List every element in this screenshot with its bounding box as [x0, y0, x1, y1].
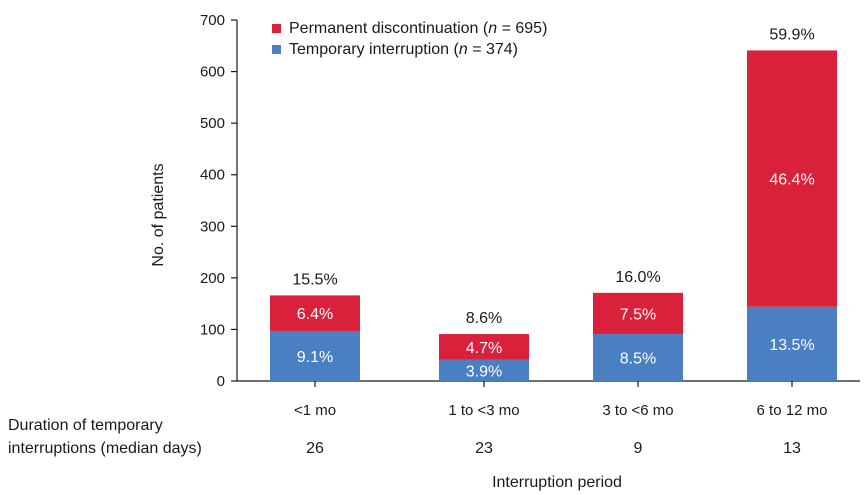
duration-value: 26	[306, 440, 324, 457]
permanent-segment-label: 4.7%	[466, 340, 502, 357]
temporary-segment-label: 9.1%	[297, 349, 333, 366]
legend-swatch	[272, 45, 281, 54]
bar-total-label: 8.6%	[466, 310, 502, 327]
x-axis-title: Interruption period	[492, 474, 622, 491]
y-tick-label: 700	[200, 12, 225, 29]
y-tick-label: 200	[200, 270, 225, 287]
y-tick-label: 400	[200, 167, 225, 184]
legend-entry: Temporary interruption (n = 374)	[289, 41, 518, 58]
legend-swatch	[272, 24, 281, 33]
duration-value: 13	[783, 440, 801, 457]
temporary-bar-segment	[747, 306, 837, 381]
x-category-label: <1 mo	[294, 402, 336, 419]
y-tick-label: 500	[200, 115, 225, 132]
duration-value: 9	[634, 440, 643, 457]
permanent-segment-label: 46.4%	[769, 172, 814, 189]
duration-values: 26 23 9 13	[306, 440, 801, 457]
bars: 9.1% 6.4% 15.5% <1 mo 3.9% 4.7% 8.6% 1 to <3 mo…	[270, 26, 837, 419]
bar-total-label: 59.9%	[769, 26, 814, 43]
legend: Permanent discontinuation (n = 695) Tempo…	[272, 20, 547, 58]
permanent-bar-segment	[270, 295, 360, 331]
y-axis-title: No. of patients	[150, 163, 167, 266]
duration-row-label-line1: Duration of temporary	[8, 417, 163, 434]
permanent-segment-label: 7.5%	[620, 306, 656, 323]
x-category-label: 1 to <3 mo	[448, 402, 519, 419]
bar-total-label: 16.0%	[615, 269, 660, 286]
permanent-bar-segment	[593, 292, 683, 335]
bar-total-label: 15.5%	[292, 271, 337, 288]
x-category-label: 3 to <6 mo	[602, 402, 673, 419]
permanent-bar-segment	[747, 50, 837, 307]
permanent-segment-label: 6.4%	[297, 306, 333, 323]
temporary-segment-label: 3.9%	[466, 363, 502, 380]
temporary-bar-segment	[593, 334, 683, 381]
temporary-segment-label: 8.5%	[620, 351, 656, 368]
y-tick-label: 600	[200, 64, 225, 81]
legend-entry: Permanent discontinuation (n = 695)	[289, 20, 547, 37]
y-tick-label: 300	[200, 218, 225, 235]
y-tick-label: 100	[200, 321, 225, 338]
temporary-bar-segment	[439, 359, 529, 381]
temporary-bar-segment	[270, 330, 360, 381]
duration-value: 23	[475, 440, 493, 457]
duration-row-label-line2: interruptions (median days)	[8, 440, 202, 457]
permanent-bar-segment	[439, 334, 529, 360]
y-tick-label: 0	[217, 373, 225, 390]
temporary-segment-label: 13.5%	[769, 337, 814, 354]
x-category-label: 6 to 12 mo	[757, 402, 828, 419]
